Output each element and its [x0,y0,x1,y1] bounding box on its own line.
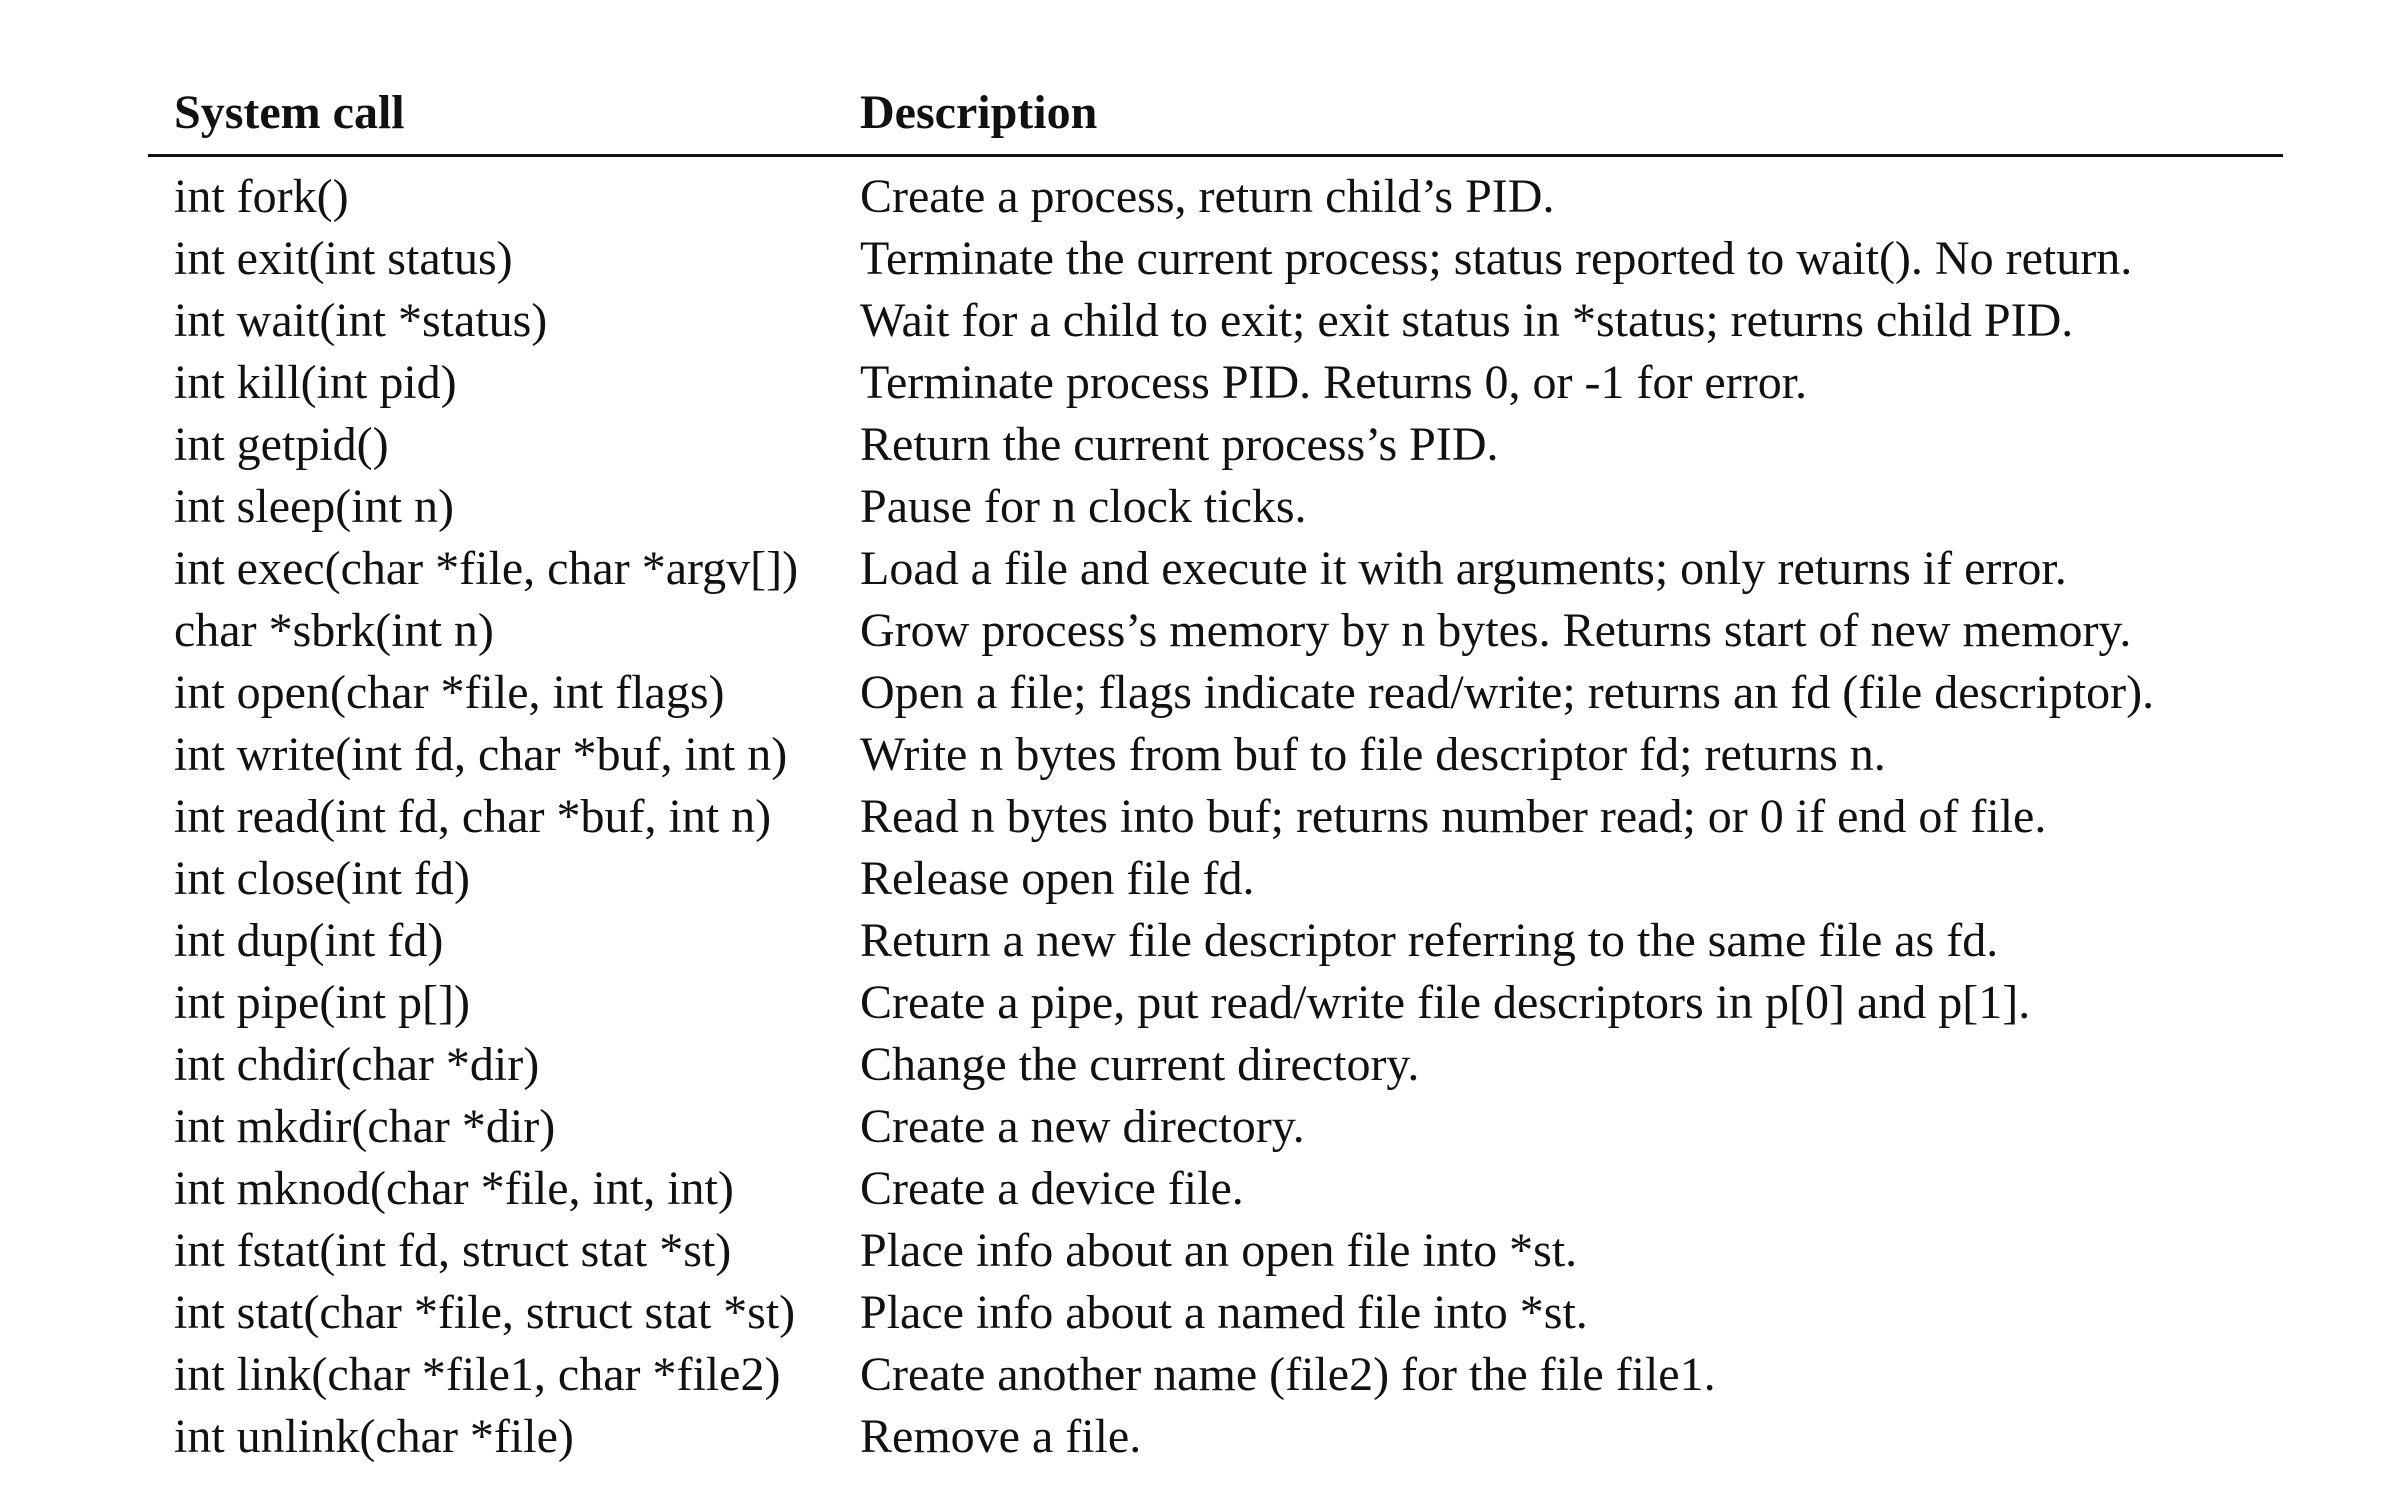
system-call-description: Create a device file. [860,1162,1244,1215]
table-row: int sleep(int n) Pause for n clock ticks. [148,476,2283,538]
system-call-description: Place info about an open file into *st. [860,1224,1578,1277]
system-call-signature: int chdir(char *dir) [174,1038,540,1091]
table-row: int stat(char *file, struct stat *st) Pla… [148,1282,2283,1344]
table-row: int mknod(char *file, int, int) Create a … [148,1158,2283,1220]
system-call-signature: int kill(int pid) [174,356,457,409]
system-call-description: Wait for a child to exit; exit status in… [860,294,2074,347]
table-row: int open(char *file, int flags) Open a fi… [148,662,2283,724]
table-row: int getpid() Return the current process’s… [148,414,2283,476]
system-call-signature: int fork() [174,170,349,223]
system-call-signature: int write(int fd, char *buf, int n) [174,728,788,781]
table-row: int kill(int pid) Terminate process PID. … [148,352,2283,414]
system-call-description: Write n bytes from buf to file descripto… [860,728,1886,781]
system-call-signature: int fstat(int fd, struct stat *st) [174,1224,732,1277]
table-row: int chdir(char *dir) Change the current d… [148,1034,2283,1096]
table-row: int exec(char *file, char *argv[]) Load a… [148,538,2283,600]
header-description: Description [860,86,1098,139]
system-call-description: Release open file fd. [860,852,1255,905]
system-call-signature: char *sbrk(int n) [174,604,494,657]
table-row: int mkdir(char *dir) Create a new directo… [148,1096,2283,1158]
table-row: int fstat(int fd, struct stat *st) Place … [148,1220,2283,1282]
system-call-description: Load a file and execute it with argument… [860,542,2067,595]
system-call-signature: int getpid() [174,418,389,471]
table-row: int read(int fd, char *buf, int n) Read n… [148,786,2283,848]
system-call-table: System call Description int fork() Create… [148,82,2283,1468]
header-rule [148,154,2283,157]
system-call-signature: int dup(int fd) [174,914,444,967]
system-call-signature: int mkdir(char *dir) [174,1100,556,1153]
system-call-description: Remove a file. [860,1410,1142,1463]
system-call-signature: int stat(char *file, struct stat *st) [174,1286,796,1339]
table-body: int fork() Create a process, return child… [148,166,2283,1468]
table-row: int link(char *file1, char *file2) Create… [148,1344,2283,1406]
system-call-signature: int read(int fd, char *buf, int n) [174,790,772,843]
system-call-signature: int exec(char *file, char *argv[]) [174,542,799,595]
system-call-signature: int link(char *file1, char *file2) [174,1348,781,1401]
table-row: int pipe(int p[]) Create a pipe, put read… [148,972,2283,1034]
system-call-description: Create a pipe, put read/write file descr… [860,976,2031,1029]
system-call-description: Open a file; flags indicate read/write; … [860,666,2155,719]
system-call-signature: int open(char *file, int flags) [174,666,725,719]
system-call-signature: int close(int fd) [174,852,470,905]
system-call-description: Pause for n clock ticks. [860,480,1307,533]
system-call-signature: int pipe(int p[]) [174,976,470,1029]
system-call-description: Return a new file descriptor referring t… [860,914,1999,967]
system-call-signature: int mknod(char *file, int, int) [174,1162,734,1215]
system-call-description: Grow process’s memory by n bytes. Return… [860,604,2132,657]
system-call-description: Place info about a named file into *st. [860,1286,1588,1339]
system-call-signature: int unlink(char *file) [174,1410,574,1463]
header-system-call: System call [174,86,405,139]
system-call-description: Terminate the current process; status re… [860,232,2133,285]
system-call-signature: int exit(int status) [174,232,513,285]
system-call-signature: int sleep(int n) [174,480,454,533]
table-row: int close(int fd) Release open file fd. [148,848,2283,910]
table-row: int unlink(char *file) Remove a file. [148,1406,2283,1468]
table-row: int exit(int status) Terminate the curren… [148,228,2283,290]
table-row: int dup(int fd) Return a new file descrip… [148,910,2283,972]
system-call-description: Read n bytes into buf; returns number re… [860,790,2047,843]
table-row: char *sbrk(int n) Grow process’s memory b… [148,600,2283,662]
system-call-description: Create another name (file2) for the file… [860,1348,1716,1401]
system-call-description: Change the current directory. [860,1038,1420,1091]
system-call-description: Return the current process’s PID. [860,418,1499,471]
table-header: System call Description [148,82,2283,144]
table-row: int write(int fd, char *buf, int n) Write… [148,724,2283,786]
system-call-description: Create a new directory. [860,1100,1305,1153]
table-row: int wait(int *status) Wait for a child to… [148,290,2283,352]
table-row: int fork() Create a process, return child… [148,166,2283,228]
system-call-signature: int wait(int *status) [174,294,548,347]
system-call-description: Terminate process PID. Returns 0, or -1 … [860,356,1808,409]
system-call-description: Create a process, return child’s PID. [860,170,1555,223]
